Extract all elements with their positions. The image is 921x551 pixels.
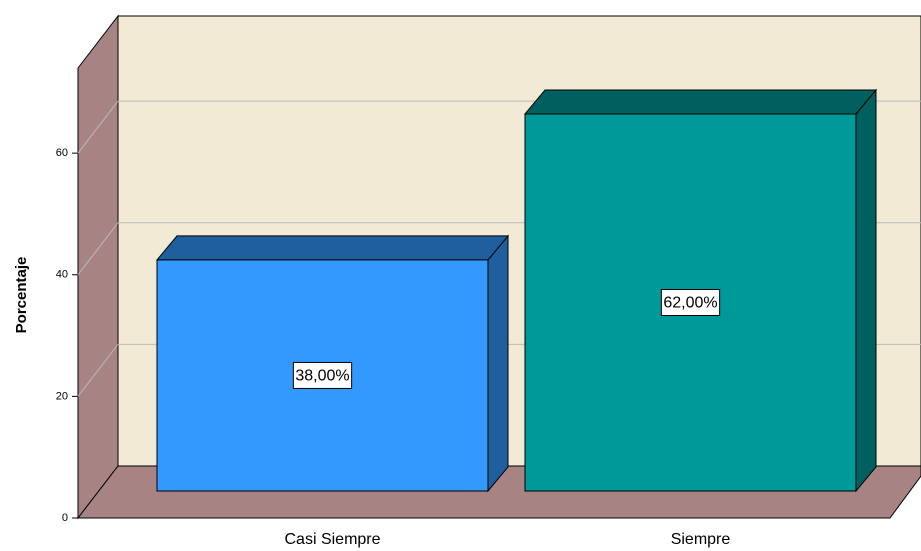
x-tick-label: Casi Siempre bbox=[284, 531, 380, 548]
y-tick-label: 40 bbox=[56, 269, 68, 281]
bar-side bbox=[855, 88, 877, 493]
y-tick-label: 60 bbox=[56, 147, 68, 159]
value-label: 62,00% bbox=[663, 295, 717, 312]
bar-top bbox=[523, 89, 878, 115]
bar-side bbox=[487, 234, 509, 493]
grid-line bbox=[77, 100, 119, 154]
x-tick-label: Siempre bbox=[671, 531, 731, 548]
grid-line bbox=[77, 222, 119, 276]
grid-line bbox=[77, 344, 119, 397]
value-label: 38,00% bbox=[295, 368, 349, 385]
value-label-box bbox=[292, 361, 353, 389]
y-tick-label: 0 bbox=[62, 512, 68, 524]
bar-top bbox=[155, 235, 510, 261]
y-axis-label: Porcentaje bbox=[13, 257, 30, 334]
y-tick-label: 20 bbox=[56, 390, 68, 402]
value-label-box bbox=[660, 288, 721, 316]
